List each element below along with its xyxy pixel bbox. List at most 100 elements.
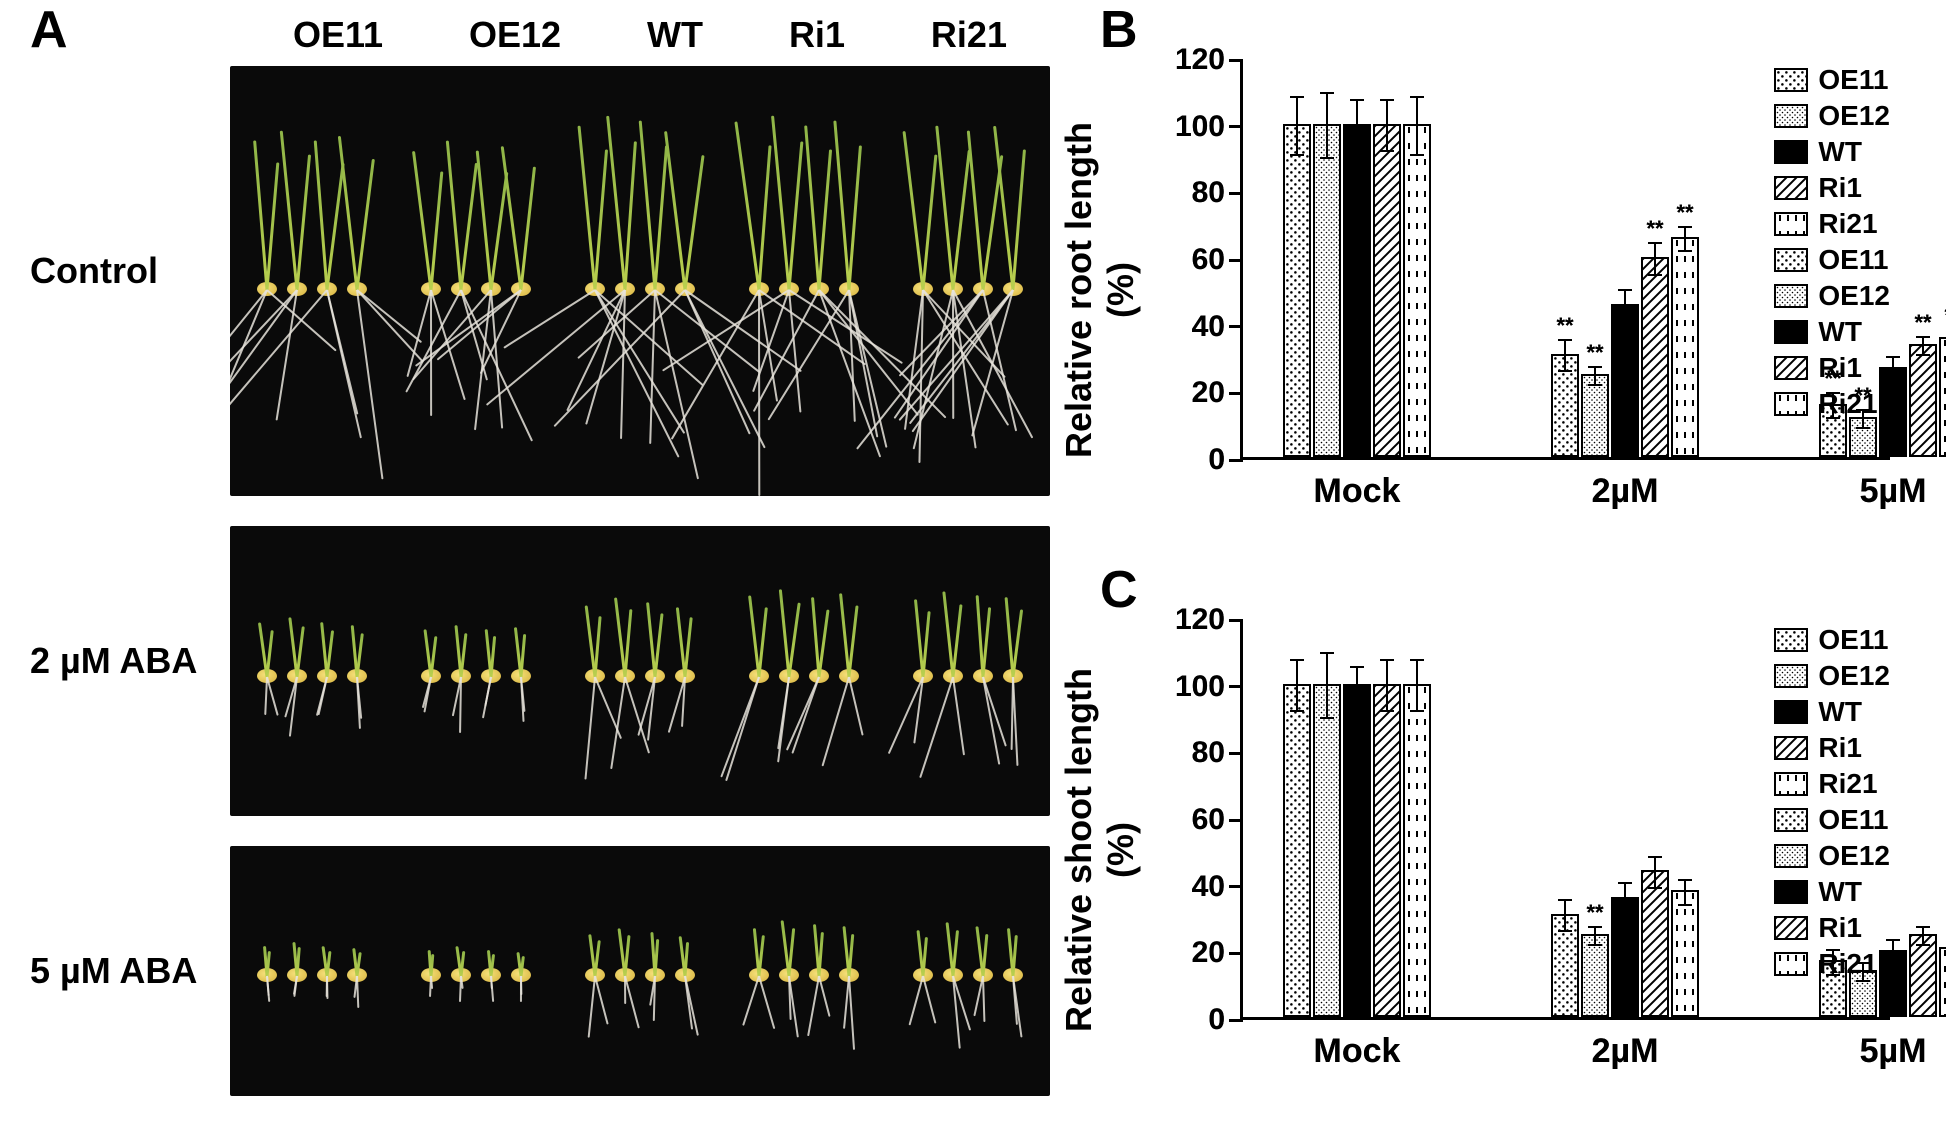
error-bar <box>1684 879 1686 906</box>
bar <box>1283 124 1311 457</box>
legend-label: Ri1 <box>1818 172 1862 204</box>
y-tick <box>1229 885 1243 888</box>
legend-label: Ri21 <box>1818 208 1877 240</box>
bar <box>1939 947 1946 1017</box>
bar <box>1909 934 1937 1017</box>
legend-swatch <box>1774 284 1808 308</box>
shoot-icon <box>606 115 626 289</box>
chart-c-legend: OE11OE12WTRi1Ri21OE11OE12WTRi1Ri21 <box>1774 624 1890 984</box>
legend-swatch <box>1774 212 1808 236</box>
panel-a-plant-group <box>722 66 886 496</box>
panel-a-photo <box>230 846 1050 1096</box>
root-icon <box>777 677 790 749</box>
shoot-icon <box>993 125 1014 289</box>
panel-a-plant-group <box>722 526 886 816</box>
panel-a-plant-group <box>558 526 722 816</box>
panel-a-row-label: 2 µM ABA <box>30 640 220 682</box>
significance-marker: ** <box>1586 340 1603 366</box>
significance-marker: ** <box>1676 200 1693 226</box>
error-bar <box>1594 926 1596 946</box>
chart-b-legend: OE11OE12WTRi1Ri21OE11OE12WTRi1Ri21 <box>1774 64 1890 424</box>
root-icon <box>848 677 864 736</box>
legend-label: OE11 <box>1818 624 1888 656</box>
error-bar <box>1892 939 1894 966</box>
root-icon <box>588 976 596 1038</box>
panel-a-plant-group <box>558 66 722 496</box>
error-bar <box>1416 659 1418 712</box>
bar <box>1641 870 1669 1017</box>
significance-marker: ** <box>1586 900 1603 926</box>
significance-marker: ** <box>1646 216 1663 242</box>
x-tick-label: 5µM <box>1860 472 1927 511</box>
root-icon <box>899 289 984 376</box>
legend-item: OE11 <box>1774 64 1890 96</box>
y-tick-label: 0 <box>1169 443 1225 477</box>
chart-b-y-title: Relative root length (%) <box>1058 122 1142 458</box>
bar <box>1611 897 1639 1017</box>
legend-label: OE11 <box>1818 804 1888 836</box>
error-bar <box>1624 289 1626 322</box>
root-icon <box>848 976 855 1050</box>
y-tick-label: 60 <box>1169 243 1225 277</box>
legend-item: WT <box>1774 316 1890 348</box>
panel-a-row-label: 5 µM ABA <box>30 950 220 992</box>
shoot-icon <box>430 171 444 290</box>
shoot-icon <box>952 150 971 290</box>
shoot-icon <box>338 135 359 289</box>
legend-label: Ri1 <box>1818 352 1862 384</box>
legend-swatch <box>1774 808 1808 832</box>
root-icon <box>356 289 384 479</box>
bar <box>1373 124 1401 457</box>
bar: ** <box>1581 934 1609 1017</box>
bar <box>1343 684 1371 1017</box>
panel-a-plant-group <box>230 846 394 1096</box>
panel-a-plant-group <box>886 526 1050 816</box>
bar: ** <box>1909 344 1937 457</box>
error-bar <box>1386 659 1388 712</box>
panel-a-col-label: Ri21 <box>931 14 1007 56</box>
legend-label: OE12 <box>1818 840 1890 872</box>
legend-swatch <box>1774 248 1808 272</box>
root-icon <box>624 976 626 1004</box>
shoot-icon <box>460 163 478 290</box>
shoot-icon <box>684 155 705 290</box>
y-tick-label: 0 <box>1169 1003 1225 1037</box>
root-icon <box>758 290 760 496</box>
significance-marker: ** <box>1556 313 1573 339</box>
bar-group: ******** <box>1551 237 1699 457</box>
legend-item: Ri21 <box>1774 768 1890 800</box>
legend-label: Ri1 <box>1818 732 1862 764</box>
significance-marker: ** <box>1914 310 1931 336</box>
bar-group <box>1283 124 1431 457</box>
legend-swatch <box>1774 916 1808 940</box>
y-tick-label: 100 <box>1169 670 1225 704</box>
error-bar <box>1594 366 1596 386</box>
shoot-icon <box>1012 150 1026 290</box>
error-bar <box>1624 882 1626 915</box>
error-bar <box>1564 899 1566 932</box>
legend-item: WT <box>1774 136 1890 168</box>
shoot-icon <box>935 125 954 289</box>
legend-label: Ri21 <box>1818 768 1877 800</box>
legend-item: OE12 <box>1774 280 1890 312</box>
y-tick <box>1229 1019 1243 1022</box>
shoot-icon <box>771 115 790 290</box>
root-icon <box>624 976 640 1028</box>
error-bar <box>1356 666 1358 706</box>
root-icon <box>326 289 358 414</box>
legend-item: OE11 <box>1774 804 1890 836</box>
chart-c-y-title-pct: (%) <box>1100 668 1142 1032</box>
legend-swatch <box>1774 68 1808 92</box>
shoot-icon <box>734 121 760 290</box>
legend-label: WT <box>1818 316 1862 348</box>
legend-swatch <box>1774 664 1808 688</box>
shoot-icon <box>788 603 801 678</box>
error-bar <box>1922 926 1924 946</box>
y-tick-label: 20 <box>1169 936 1225 970</box>
legend-item: Ri21 <box>1774 388 1890 420</box>
shoot-icon <box>818 609 830 677</box>
legend-label: WT <box>1818 136 1862 168</box>
legend-item: Ri1 <box>1774 172 1890 204</box>
shoot-icon <box>253 140 268 290</box>
error-bar <box>1684 226 1686 253</box>
